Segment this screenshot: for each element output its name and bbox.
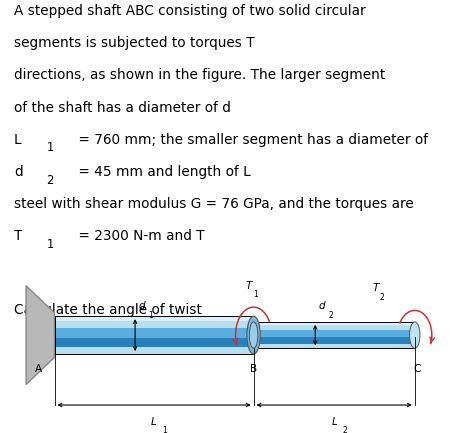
Text: T: T bbox=[14, 229, 22, 243]
Ellipse shape bbox=[410, 322, 420, 348]
Text: 1: 1 bbox=[148, 311, 153, 320]
Polygon shape bbox=[254, 337, 415, 344]
Text: A: A bbox=[35, 364, 43, 374]
Text: = 760 mm; the smaller segment has a diameter of: = 760 mm; the smaller segment has a diam… bbox=[74, 133, 428, 147]
Text: 2: 2 bbox=[380, 293, 384, 302]
Text: = 45 mm and length of L: = 45 mm and length of L bbox=[74, 165, 251, 179]
Text: 1: 1 bbox=[163, 426, 167, 433]
Text: A stepped shaft ABC consisting of two solid circular: A stepped shaft ABC consisting of two so… bbox=[14, 4, 366, 18]
Text: of the shaft has a diameter of d: of the shaft has a diameter of d bbox=[14, 100, 231, 115]
Text: 2: 2 bbox=[343, 426, 347, 433]
Text: L: L bbox=[14, 133, 22, 147]
Polygon shape bbox=[55, 329, 254, 338]
Text: d: d bbox=[14, 165, 23, 179]
Text: B: B bbox=[250, 364, 257, 374]
Text: 1: 1 bbox=[253, 290, 258, 299]
Text: Calculate the angle of twist: Calculate the angle of twist bbox=[14, 304, 206, 317]
Polygon shape bbox=[55, 338, 254, 347]
Text: directions, as shown in the figure. The larger segment: directions, as shown in the figure. The … bbox=[14, 68, 385, 82]
Text: 1: 1 bbox=[46, 238, 54, 251]
Polygon shape bbox=[26, 286, 55, 385]
Text: steel with shear modulus G = 76 GPa, and the torques are: steel with shear modulus G = 76 GPa, and… bbox=[14, 197, 414, 211]
Polygon shape bbox=[254, 330, 415, 337]
Polygon shape bbox=[55, 316, 254, 321]
Text: T: T bbox=[246, 281, 252, 291]
Text: = 2300 N-m and T: = 2300 N-m and T bbox=[74, 229, 205, 243]
Text: segments is subjected to torques T: segments is subjected to torques T bbox=[14, 36, 255, 50]
Text: T: T bbox=[372, 283, 378, 293]
Ellipse shape bbox=[247, 316, 260, 354]
Polygon shape bbox=[254, 325, 415, 330]
Text: 1: 1 bbox=[46, 142, 54, 155]
Text: L: L bbox=[151, 417, 157, 427]
Polygon shape bbox=[254, 322, 415, 325]
Ellipse shape bbox=[249, 322, 258, 348]
Text: d: d bbox=[319, 301, 326, 311]
Text: 2: 2 bbox=[328, 311, 333, 320]
Polygon shape bbox=[254, 344, 415, 348]
Text: d: d bbox=[139, 301, 146, 311]
Text: L: L bbox=[331, 417, 337, 427]
Text: C: C bbox=[413, 364, 421, 374]
Text: 2: 2 bbox=[46, 174, 54, 187]
Polygon shape bbox=[55, 321, 254, 329]
Polygon shape bbox=[55, 347, 254, 354]
